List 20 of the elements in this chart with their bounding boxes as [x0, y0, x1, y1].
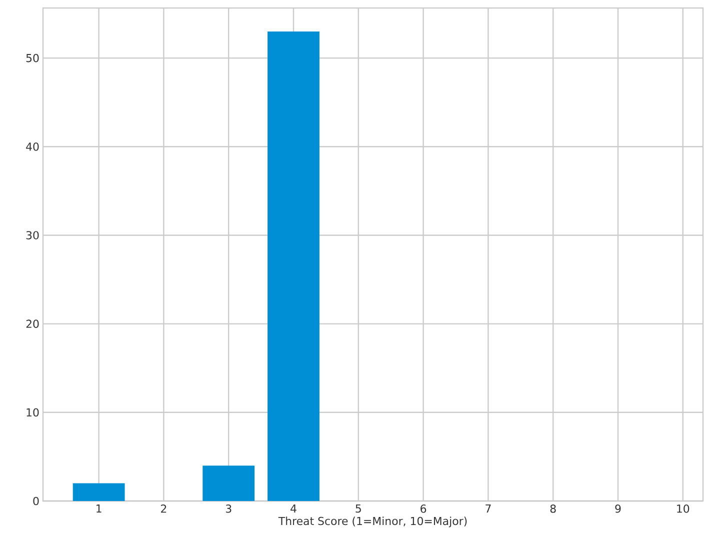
x-tick-label: 7 [486, 504, 491, 513]
x-axis-title: Threat Score (1=Minor, 10=Major) [278, 516, 467, 528]
y-tick-label: 0 [33, 496, 39, 506]
x-tick-label: 4 [290, 504, 296, 513]
y-tick-label: 40 [26, 142, 39, 151]
x-tick-label: 8 [550, 504, 556, 513]
x-tick-label: 2 [161, 504, 166, 513]
y-tick-label: 20 [26, 320, 39, 328]
y-tick-label: 30 [26, 231, 39, 240]
x-tick-label: 3 [226, 504, 232, 513]
y-tick-label: 50 [26, 54, 39, 62]
bar [202, 466, 255, 501]
x-tick-label: 10 [677, 504, 690, 513]
x-tick-label: 1 [96, 504, 102, 513]
bar [268, 31, 320, 501]
x-tick-label: 9 [615, 504, 621, 513]
bar [72, 483, 125, 501]
y-tick-label: 10 [26, 408, 39, 417]
x-tick-label: 5 [356, 504, 361, 513]
x-tick-label: 6 [420, 504, 426, 513]
